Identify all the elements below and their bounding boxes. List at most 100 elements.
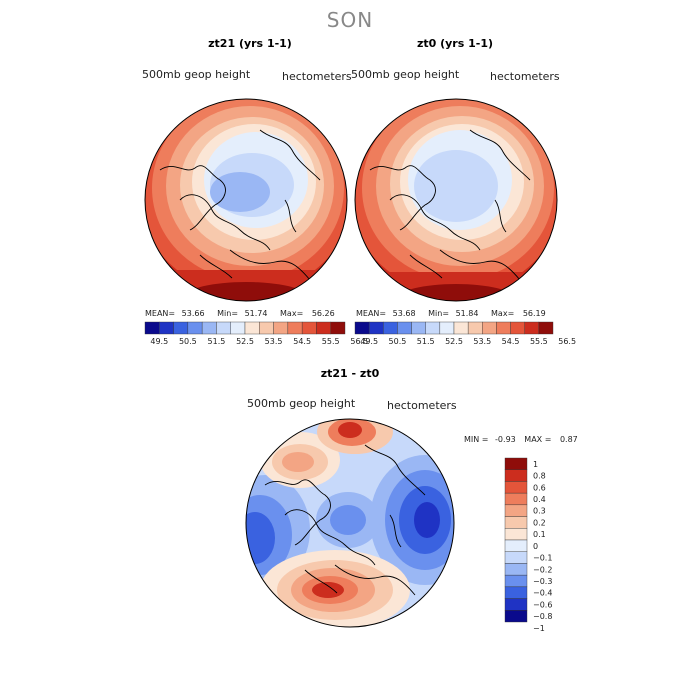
max-label: Max= xyxy=(280,309,304,318)
diff-map-border xyxy=(245,418,455,628)
diff-colorbar-tick-label: −0.8 xyxy=(533,612,552,621)
panel-1-colorbar-tick-label: 55.5 xyxy=(322,337,340,346)
diff-colorbar-swatch xyxy=(504,563,528,576)
mean-value: 53.66 xyxy=(181,309,205,318)
panel-1-colorbar-swatch xyxy=(159,321,174,335)
mean-label: MEAN= xyxy=(145,309,176,318)
max-value: 0.87 xyxy=(559,435,578,444)
panel-2-colorbar-tick-label: 56.5 xyxy=(558,337,576,346)
diff-colorbar-tick-label: −0.3 xyxy=(533,577,552,586)
panel-2-colorbar-swatch xyxy=(439,321,455,335)
diff-colorbar-swatch xyxy=(504,504,528,517)
panel-1-map xyxy=(145,99,347,301)
panel-2-colorbar-labels: 49.5 50.5 51.5 52.5 53.5 54.5 55.5 56.5 xyxy=(360,337,576,346)
min-value: 51.74 xyxy=(244,309,268,318)
panel-2-colorbar-swatch xyxy=(538,321,554,335)
panel-2-colorbar-swatch xyxy=(467,321,483,335)
diff-units: hectometers xyxy=(387,399,457,412)
min-label: Min= xyxy=(217,309,239,318)
panel-2-colorbar-tick-label: 50.5 xyxy=(389,337,407,346)
panel-2-colorbar-tick-label: 54.5 xyxy=(502,337,520,346)
panel-1-colorbar xyxy=(144,321,346,335)
panel-1-colorbar-swatch xyxy=(287,321,303,335)
diff-colorbar-swatch xyxy=(504,539,528,552)
panel-1-colorbar-swatch xyxy=(230,321,246,335)
diff-colorbar-tick-label: 0 xyxy=(533,542,538,551)
panel-1-colorbar-tick-label: 54.5 xyxy=(293,337,311,346)
mean-value: 53.68 xyxy=(392,309,416,318)
panel-2-colorbar-swatch xyxy=(496,321,511,335)
min-value: -0.93 xyxy=(495,435,516,444)
panel-2-colorbar-swatch xyxy=(425,321,441,335)
panel-1-colorbar-swatch xyxy=(273,321,289,335)
panel-1-map-border xyxy=(144,98,348,302)
mean-label: MEAN= xyxy=(356,309,387,318)
panel-1-title: zt21 (yrs 1-1) xyxy=(208,37,292,50)
panel-2-colorbar-swatch xyxy=(482,321,497,335)
diff-stats: MIN = -0.93 MAX = 0.87 xyxy=(464,435,578,444)
coastlines xyxy=(264,444,426,596)
diff-colorbar-swatch xyxy=(504,551,528,564)
panel-1-colorbar-tick-label: 53.5 xyxy=(265,337,283,346)
diff-colorbar-swatch xyxy=(504,516,528,529)
diff-colorbar-swatch xyxy=(504,457,528,470)
diff-colorbar-tick-label: 0.8 xyxy=(533,472,546,481)
diff-colorbar-tick-label: 1 xyxy=(533,460,538,469)
season-title: SON xyxy=(326,8,374,32)
diff-variable: 500mb geop height xyxy=(247,397,356,410)
panel-2-stats: MEAN= 53.68 Min= 51.84 Max= 56.19 xyxy=(356,309,546,318)
diff-colorbar-labels: 1 0.8 0.6 0.4 0.3 0.2 0.1 0 −0.1 −0.2 −0.3 −0.4 −0.6… xyxy=(533,460,552,633)
diff-colorbar-tick-label: 0.3 xyxy=(533,507,546,516)
panel-2-title: zt0 (yrs 1-1) xyxy=(416,37,494,50)
panel-1-colorbar-tick-label: 56.5 xyxy=(350,337,368,346)
diff-colorbar-swatch xyxy=(504,610,528,623)
diff-colorbar-swatch xyxy=(504,586,528,599)
panel-1-colorbar-labels: 49.5 50.5 51.5 52.5 53.5 54.5 55.5 56.5 xyxy=(150,337,368,346)
panel-2-variable: 500mb geop height xyxy=(351,68,460,81)
coastlines xyxy=(159,129,321,281)
diff-colorbar-swatch xyxy=(504,469,528,482)
panel-1-colorbar-tick-label: 51.5 xyxy=(208,337,226,346)
diff-panel-title: zt21 - zt0 xyxy=(320,367,380,380)
panel-2-colorbar-swatch xyxy=(510,321,525,335)
panel-1-colorbar-swatch xyxy=(187,321,203,335)
diff-colorbar xyxy=(504,457,528,623)
panel-1-colorbar-tick-label: 52.5 xyxy=(236,337,254,346)
diff-colorbar-tick-label: −0.2 xyxy=(533,565,552,574)
panel-2-colorbar-swatch xyxy=(383,321,398,335)
panel-1-colorbar-swatch xyxy=(259,321,274,335)
panel-2-colorbar-swatch xyxy=(411,321,426,335)
panel-1-units: hectometers xyxy=(282,70,352,83)
diff-colorbar-tick-label: −1 xyxy=(533,624,545,633)
panel-2-colorbar-swatch xyxy=(354,321,370,335)
diff-colorbar-swatch xyxy=(504,528,528,541)
panel-1-colorbar-swatch xyxy=(330,321,346,335)
coastlines xyxy=(369,129,531,281)
diff-colorbar-tick-label: −0.6 xyxy=(533,600,552,609)
max-label: MAX = xyxy=(524,435,552,444)
diff-colorbar-tick-label: −0.4 xyxy=(533,589,552,598)
panel-1-colorbar-tick-label: 50.5 xyxy=(179,337,197,346)
panel-2-colorbar xyxy=(354,321,554,335)
max-value: 56.19 xyxy=(522,309,546,318)
panel-1-stats: MEAN= 53.66 Min= 51.74 Max= 56.26 xyxy=(145,309,335,318)
max-label: Max= xyxy=(491,309,515,318)
panel-2-colorbar-swatch xyxy=(368,321,384,335)
panel-1-colorbar-swatch xyxy=(216,321,231,335)
panel-1-colorbar-swatch xyxy=(301,321,317,335)
diff-colorbar-tick-label: −0.1 xyxy=(533,554,552,563)
diff-panel-map xyxy=(246,419,454,627)
min-value: 51.84 xyxy=(455,309,479,318)
panel-2-units: hectometers xyxy=(490,70,560,83)
diff-colorbar-swatch xyxy=(504,574,528,588)
max-value: 56.26 xyxy=(311,309,335,318)
diff-colorbar-swatch xyxy=(504,598,528,611)
min-label: Min= xyxy=(428,309,450,318)
panel-1-colorbar-swatch xyxy=(201,321,217,335)
panel-2-map-border xyxy=(354,98,558,302)
panel-1-colorbar-swatch xyxy=(173,321,189,335)
panel-2-colorbar-swatch xyxy=(453,321,469,335)
panel-1-colorbar-tick-label: 49.5 xyxy=(150,337,168,346)
panel-2-colorbar-tick-label: 51.5 xyxy=(417,337,435,346)
panel-2-colorbar-tick-label: 55.5 xyxy=(530,337,548,346)
